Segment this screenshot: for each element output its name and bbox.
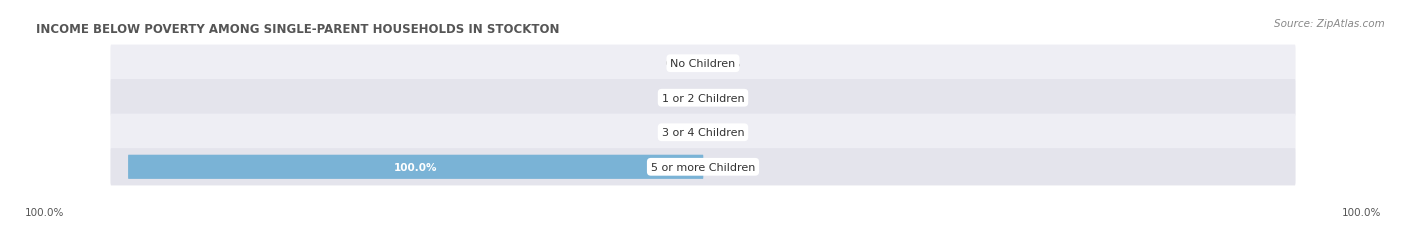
Text: 0.0%: 0.0%: [714, 59, 741, 69]
Text: 1 or 2 Children: 1 or 2 Children: [662, 93, 744, 103]
FancyBboxPatch shape: [111, 149, 1295, 186]
Text: No Children: No Children: [671, 59, 735, 69]
Text: 0.0%: 0.0%: [665, 128, 692, 138]
Text: 5 or more Children: 5 or more Children: [651, 162, 755, 172]
Text: 0.0%: 0.0%: [714, 128, 741, 138]
Text: 3 or 4 Children: 3 or 4 Children: [662, 128, 744, 138]
Text: 100.0%: 100.0%: [25, 207, 65, 217]
FancyBboxPatch shape: [111, 114, 1295, 151]
Text: 100.0%: 100.0%: [1341, 207, 1381, 217]
Text: 0.0%: 0.0%: [714, 162, 741, 172]
Text: 0.0%: 0.0%: [714, 93, 741, 103]
Text: 100.0%: 100.0%: [394, 162, 437, 172]
FancyBboxPatch shape: [128, 155, 703, 179]
FancyBboxPatch shape: [111, 45, 1295, 82]
Text: 0.0%: 0.0%: [665, 93, 692, 103]
FancyBboxPatch shape: [111, 80, 1295, 117]
Text: Source: ZipAtlas.com: Source: ZipAtlas.com: [1274, 18, 1385, 28]
Text: INCOME BELOW POVERTY AMONG SINGLE-PARENT HOUSEHOLDS IN STOCKTON: INCOME BELOW POVERTY AMONG SINGLE-PARENT…: [35, 23, 560, 36]
Text: 0.0%: 0.0%: [665, 59, 692, 69]
